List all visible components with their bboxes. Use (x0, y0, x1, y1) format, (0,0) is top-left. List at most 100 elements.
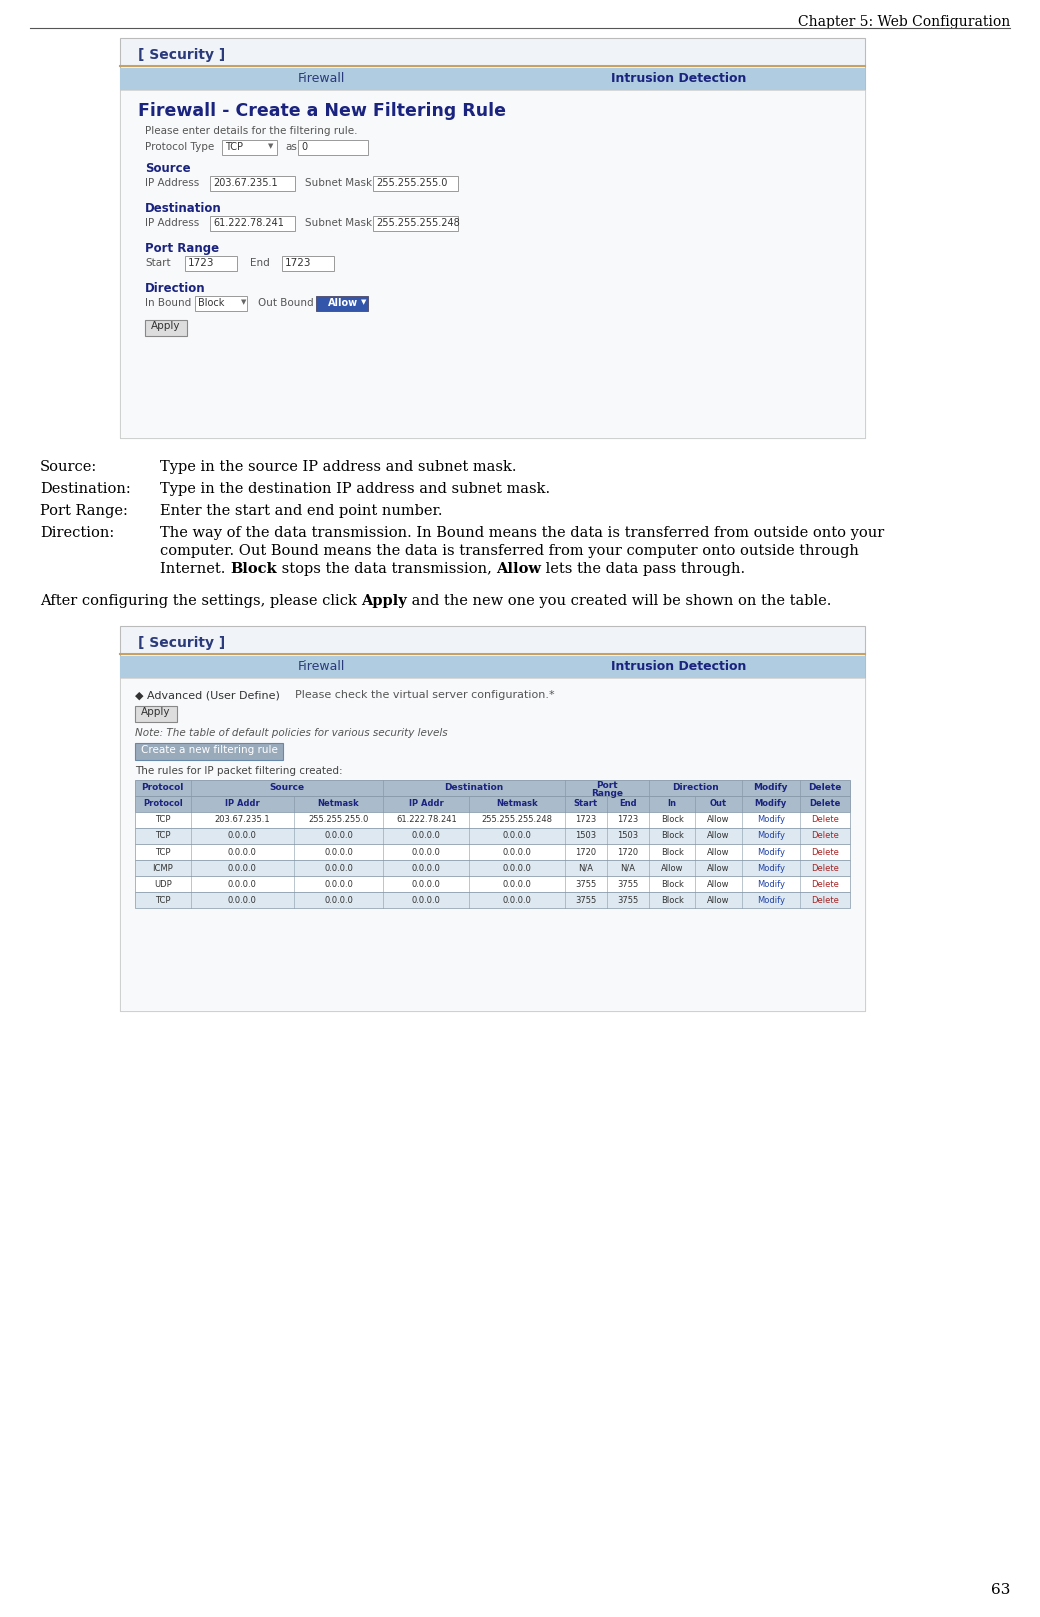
Text: Netmask: Netmask (496, 799, 538, 808)
Text: Start: Start (574, 799, 598, 808)
Text: TCP: TCP (225, 142, 243, 152)
Text: End: End (250, 259, 269, 268)
Text: Internet.: Internet. (160, 563, 230, 576)
Text: Out: Out (710, 799, 727, 808)
Text: Delete: Delete (809, 799, 840, 808)
Text: Modify: Modify (753, 784, 788, 792)
Text: 255.255.255.0: 255.255.255.0 (308, 815, 369, 825)
Text: 0.0.0.0: 0.0.0.0 (412, 880, 441, 888)
Text: Port Range:: Port Range: (40, 505, 128, 517)
Text: Firewall - Create a New Filtering Rule: Firewall - Create a New Filtering Rule (138, 102, 506, 120)
Bar (135, 876, 850, 893)
Text: Firewall: Firewall (297, 660, 345, 674)
Text: Please enter details for the filtering rule.: Please enter details for the filtering r… (145, 126, 358, 136)
Bar (196, 296, 248, 310)
Text: TCP: TCP (155, 815, 171, 825)
Text: 3755: 3755 (575, 896, 596, 904)
Text: ICMP: ICMP (153, 863, 173, 873)
Bar (135, 828, 850, 844)
Bar (120, 39, 865, 438)
Text: 1723: 1723 (618, 815, 639, 825)
Text: [ Security ]: [ Security ] (138, 635, 226, 650)
Text: UDP: UDP (154, 880, 172, 888)
Bar (135, 812, 850, 828)
Bar (135, 860, 850, 876)
Text: 1503: 1503 (575, 831, 596, 841)
Text: TCP: TCP (155, 831, 171, 841)
Text: Allow: Allow (496, 563, 541, 576)
Text: and the new one you created will be shown on the table.: and the new one you created will be show… (408, 593, 832, 608)
Text: Intrusion Detection: Intrusion Detection (612, 73, 747, 86)
Text: Block: Block (660, 847, 683, 857)
Text: In: In (668, 799, 677, 808)
Text: ▼: ▼ (268, 142, 274, 149)
Text: Delete: Delete (808, 784, 841, 792)
Bar (145, 320, 187, 336)
Text: 0.0.0.0: 0.0.0.0 (228, 896, 257, 904)
Text: Destination:: Destination: (40, 482, 131, 496)
Text: TCP: TCP (155, 847, 171, 857)
Text: Block: Block (660, 896, 683, 904)
Text: Protocol: Protocol (142, 799, 183, 808)
Text: Delete: Delete (811, 831, 839, 841)
Text: The way of the data transmission. In Bound means the data is transferred from ou: The way of the data transmission. In Bou… (160, 526, 884, 540)
Text: Modify: Modify (757, 847, 785, 857)
Text: 0.0.0.0: 0.0.0.0 (228, 863, 257, 873)
Text: Source:: Source: (40, 459, 98, 474)
Text: Direction: Direction (672, 784, 719, 792)
Bar (135, 742, 283, 760)
Text: as: as (285, 142, 296, 152)
Bar (282, 255, 334, 272)
Text: IP Address: IP Address (145, 178, 200, 188)
Text: Protocol Type: Protocol Type (145, 142, 214, 152)
Text: Modify: Modify (757, 815, 785, 825)
Bar (210, 176, 295, 191)
Text: 0.0.0.0: 0.0.0.0 (228, 831, 257, 841)
Text: 0.0.0.0: 0.0.0.0 (502, 896, 531, 904)
Text: Direction: Direction (145, 281, 206, 294)
Text: 1723: 1723 (188, 259, 214, 268)
Text: Note: The table of default policies for various security levels: Note: The table of default policies for … (135, 728, 447, 737)
Text: 255.255.255.248: 255.255.255.248 (482, 815, 552, 825)
Text: 1720: 1720 (618, 847, 639, 857)
Text: Block: Block (230, 563, 277, 576)
Text: Port Range: Port Range (145, 243, 219, 255)
Bar (135, 893, 850, 909)
Text: Direction:: Direction: (40, 526, 114, 540)
Bar (135, 844, 850, 860)
Text: 1723: 1723 (285, 259, 312, 268)
Text: Firewall: Firewall (297, 73, 345, 86)
Text: 255.255.255.248: 255.255.255.248 (376, 218, 460, 228)
Text: 0.0.0.0: 0.0.0.0 (412, 831, 441, 841)
Text: IP Addr: IP Addr (409, 799, 444, 808)
Text: 255.255.255.0: 255.255.255.0 (376, 178, 447, 188)
Text: Delete: Delete (811, 815, 839, 825)
Text: Allow: Allow (707, 847, 730, 857)
Text: Range: Range (591, 789, 623, 797)
Text: Apply: Apply (141, 707, 171, 716)
Bar (120, 626, 865, 1011)
Text: TCP: TCP (155, 896, 171, 904)
Text: Block: Block (660, 831, 683, 841)
Text: Modify: Modify (755, 799, 787, 808)
Text: Subnet Mask: Subnet Mask (305, 218, 372, 228)
Text: Type in the source IP address and subnet mask.: Type in the source IP address and subnet… (160, 459, 517, 474)
Text: 1503: 1503 (618, 831, 639, 841)
Text: ◆ Advanced (User Define): ◆ Advanced (User Define) (135, 690, 280, 700)
Text: Allow: Allow (707, 880, 730, 888)
Text: Please check the virtual server configuration.*: Please check the virtual server configur… (295, 690, 554, 700)
Text: 0.0.0.0: 0.0.0.0 (324, 847, 353, 857)
Text: 0.0.0.0: 0.0.0.0 (502, 880, 531, 888)
Text: Allow: Allow (707, 863, 730, 873)
Text: Allow: Allow (707, 815, 730, 825)
Text: lets the data pass through.: lets the data pass through. (541, 563, 746, 576)
Bar (120, 678, 865, 1011)
Text: ▼: ▼ (241, 299, 246, 306)
Text: ▼: ▼ (361, 299, 366, 306)
Text: Intrusion Detection: Intrusion Detection (612, 660, 747, 674)
Text: N/A: N/A (578, 863, 593, 873)
Text: Allow: Allow (328, 298, 358, 307)
Bar (210, 217, 295, 231)
Text: Type in the destination IP address and subnet mask.: Type in the destination IP address and s… (160, 482, 550, 496)
Text: 0.0.0.0: 0.0.0.0 (228, 847, 257, 857)
